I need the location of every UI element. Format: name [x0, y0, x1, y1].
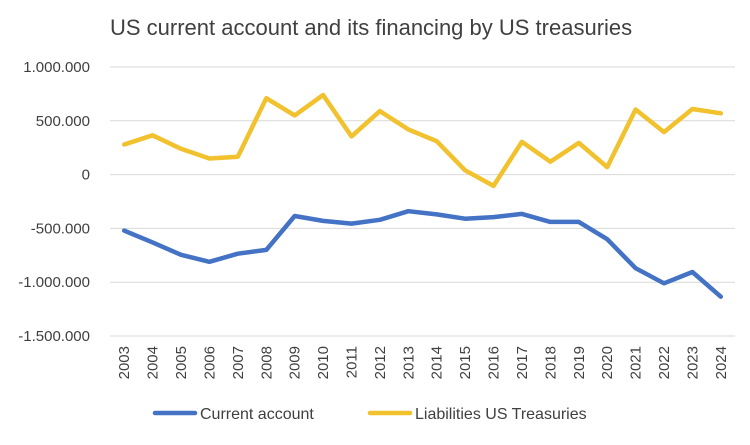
x-tick-label: 2010: [315, 346, 332, 379]
gridlines: [110, 66, 735, 337]
x-tick-label: 2022: [656, 346, 673, 379]
x-tick-label: 2004: [145, 346, 162, 379]
legend-label-0: Current account: [200, 406, 314, 423]
y-tick-label: 500.000: [36, 113, 90, 130]
x-tick-label: 2017: [514, 346, 531, 379]
x-tick-label: 2005: [173, 346, 190, 379]
chart-title: US current account and its financing by …: [110, 15, 632, 40]
x-tick-label: 2023: [684, 346, 701, 379]
x-tick-label: 2011: [343, 346, 360, 378]
y-axis-tick-labels: 1.000.000 500.000 0 -500.000 -1.000.000 -1.50…: [18, 59, 90, 345]
x-tick-label: 2003: [116, 346, 133, 379]
x-tick-label: 2021: [628, 346, 645, 379]
x-tick-label: 2015: [457, 346, 474, 379]
x-tick-label: 2024: [713, 346, 730, 379]
x-tick-label: 2006: [201, 346, 218, 379]
x-axis-tick-labels: 2003 2004 2005 2006 2007 2008 2009 2010 2011 2012…: [116, 346, 730, 379]
x-tick-label: 2018: [542, 346, 559, 379]
y-tick-label: 0: [82, 167, 90, 184]
x-tick-label: 2020: [599, 346, 616, 379]
x-tick-label: 2007: [230, 346, 247, 379]
x-tick-label: 2019: [571, 346, 588, 379]
series-line-0: [121, 208, 724, 299]
series-line-1: [121, 92, 724, 189]
x-tick-label: 2008: [258, 346, 275, 379]
legend-label-1: Liabilities US Treasuries: [415, 406, 587, 423]
y-tick-label: -1.500.000: [18, 328, 90, 345]
x-tick-label: 2012: [372, 346, 389, 379]
series-lines: [121, 92, 724, 299]
y-tick-label: 1.000.000: [23, 59, 90, 76]
y-tick-label: -500.000: [31, 220, 90, 237]
x-tick-label: 2009: [287, 346, 304, 379]
legend: Current account Liabilities US Treasuries: [152, 406, 587, 423]
x-tick-label: 2016: [486, 346, 503, 379]
y-tick-label: -1.000.000: [18, 274, 90, 291]
x-tick-label: 2014: [429, 346, 446, 379]
x-tick-label: 2013: [400, 346, 417, 379]
